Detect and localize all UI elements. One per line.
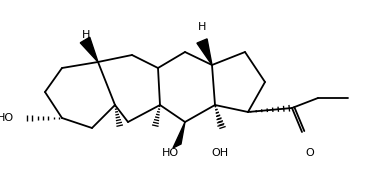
- Text: H: H: [82, 30, 90, 40]
- Polygon shape: [80, 37, 98, 62]
- Text: OH: OH: [211, 148, 229, 158]
- Text: H: H: [198, 22, 206, 32]
- Text: O: O: [305, 148, 314, 158]
- Polygon shape: [173, 122, 185, 148]
- Text: HO: HO: [161, 148, 179, 158]
- Text: HO: HO: [0, 113, 14, 123]
- Polygon shape: [197, 39, 212, 65]
